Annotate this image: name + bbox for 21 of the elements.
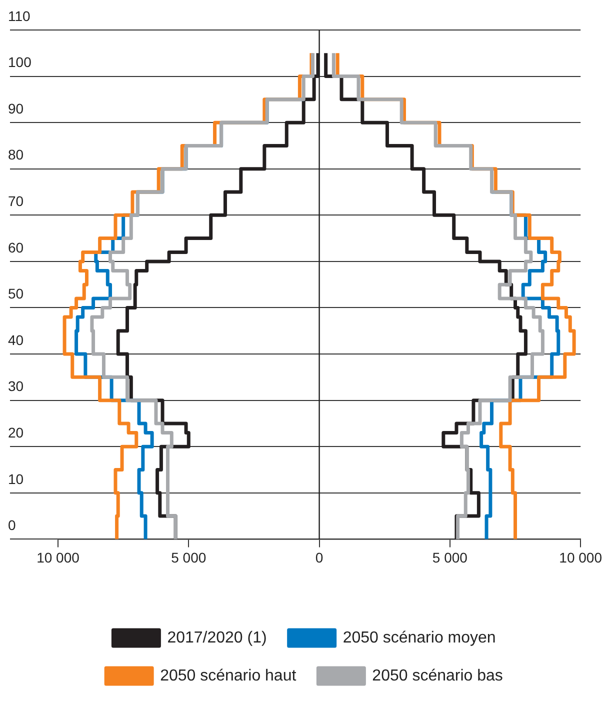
y-tick-label: 60 — [8, 239, 24, 256]
y-tick-label: 110 — [8, 8, 31, 24]
y-tick-label: 70 — [8, 193, 24, 210]
x-tick-label: 5 000 — [171, 549, 206, 566]
y-tick-label: 20 — [8, 424, 24, 440]
x-tick-label: 10 000 — [559, 549, 602, 566]
y-tick-label: 40 — [8, 332, 24, 348]
y-tick-label: 80 — [8, 146, 24, 163]
y-tick-label: 100 — [8, 54, 32, 70]
y-tick-label: 90 — [8, 100, 24, 116]
x-tick-label: 5 000 — [432, 549, 468, 566]
x-tick-label: 10 000 — [36, 549, 80, 566]
y-tick-label: 50 — [8, 286, 24, 302]
legend-label: 2050 scénario bas — [372, 667, 503, 684]
legend-label: 2017/2020 (1) — [167, 629, 267, 646]
y-tick-label: 30 — [8, 378, 24, 394]
y-tick-label: 0 — [8, 517, 16, 534]
legend-label: 2050 scénario moyen — [342, 629, 496, 646]
legend-label: 2050 scénario haut — [160, 667, 297, 684]
y-tick-label: 10 — [8, 470, 24, 487]
x-tick-label: 0 — [315, 549, 324, 566]
